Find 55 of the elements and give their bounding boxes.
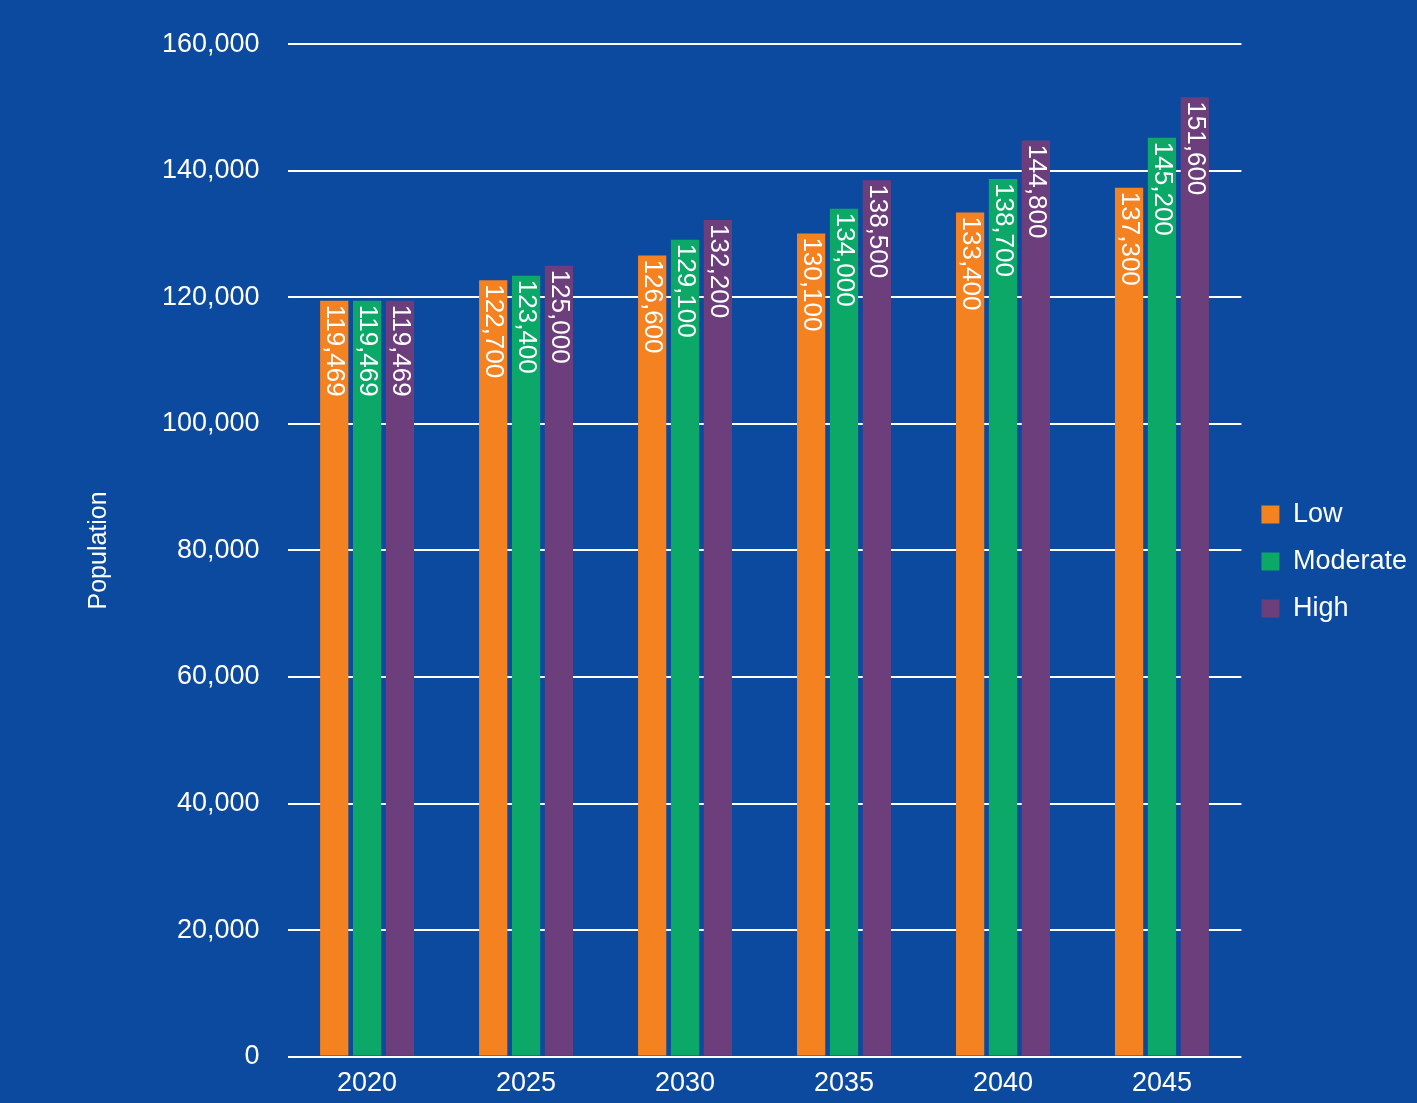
data-label: 123,400: [512, 279, 543, 374]
data-label: 151,600: [1181, 101, 1212, 196]
bar: [829, 208, 859, 1056]
data-label: 134,000: [830, 212, 861, 307]
bar: [544, 265, 574, 1056]
data-label: 130,100: [797, 237, 828, 332]
bar: [862, 180, 891, 1056]
data-label: 145,200: [1148, 141, 1179, 236]
x-tick-label: 2020: [337, 1067, 398, 1098]
bar: [352, 300, 382, 1056]
y-tick-label: 40,000: [177, 786, 260, 817]
data-label: 119,469: [353, 304, 384, 397]
y-tick-label: 80,000: [177, 533, 260, 564]
y-tick-label: 60,000: [177, 660, 260, 691]
data-label: 133,400: [956, 216, 987, 311]
y-tick-label: 160,000: [161, 27, 260, 58]
bar: [988, 178, 1018, 1056]
data-label: 119,469: [321, 304, 352, 397]
bar: [955, 212, 985, 1056]
bar: [385, 300, 415, 1056]
bar: [703, 220, 733, 1056]
data-label: 138,500: [863, 184, 894, 279]
bar: [638, 255, 667, 1056]
data-label: 132,200: [704, 224, 735, 319]
x-tick-label: 2040: [972, 1067, 1034, 1098]
bar: [797, 233, 826, 1056]
y-axis-title: Population: [82, 491, 111, 610]
y-tick-label: 100,000: [161, 407, 260, 438]
data-label: 137,300: [1115, 191, 1146, 286]
data-label: 129,100: [671, 243, 702, 338]
bar: [1021, 140, 1050, 1056]
bar: [320, 300, 349, 1056]
bar: [670, 239, 700, 1056]
x-tick-label: 2030: [654, 1067, 716, 1098]
bar: [1114, 187, 1144, 1056]
x-tick-label: 2045: [1131, 1067, 1192, 1098]
bar: [1147, 137, 1177, 1056]
data-label: 126,600: [639, 259, 669, 354]
data-label: 138,700: [989, 182, 1020, 277]
y-tick-label: 20,000: [177, 913, 260, 944]
data-label: 119,469: [386, 304, 417, 397]
bar: [1180, 97, 1209, 1056]
bar: [511, 275, 541, 1056]
y-tick-label: 120,000: [161, 280, 260, 311]
y-tick-label: 140,000: [161, 154, 260, 185]
data-label: 125,000: [545, 269, 576, 364]
legend-label: Low: [1292, 497, 1343, 528]
legend-label: Moderate: [1292, 544, 1408, 575]
legend-label: High: [1292, 591, 1349, 622]
x-tick-label: 2025: [496, 1067, 557, 1098]
bar: [479, 280, 508, 1056]
data-label: 122,700: [480, 284, 511, 379]
y-tick-label: 0: [244, 1040, 260, 1071]
x-tick-label: 2035: [813, 1067, 875, 1098]
data-label: 144,800: [1022, 144, 1053, 239]
